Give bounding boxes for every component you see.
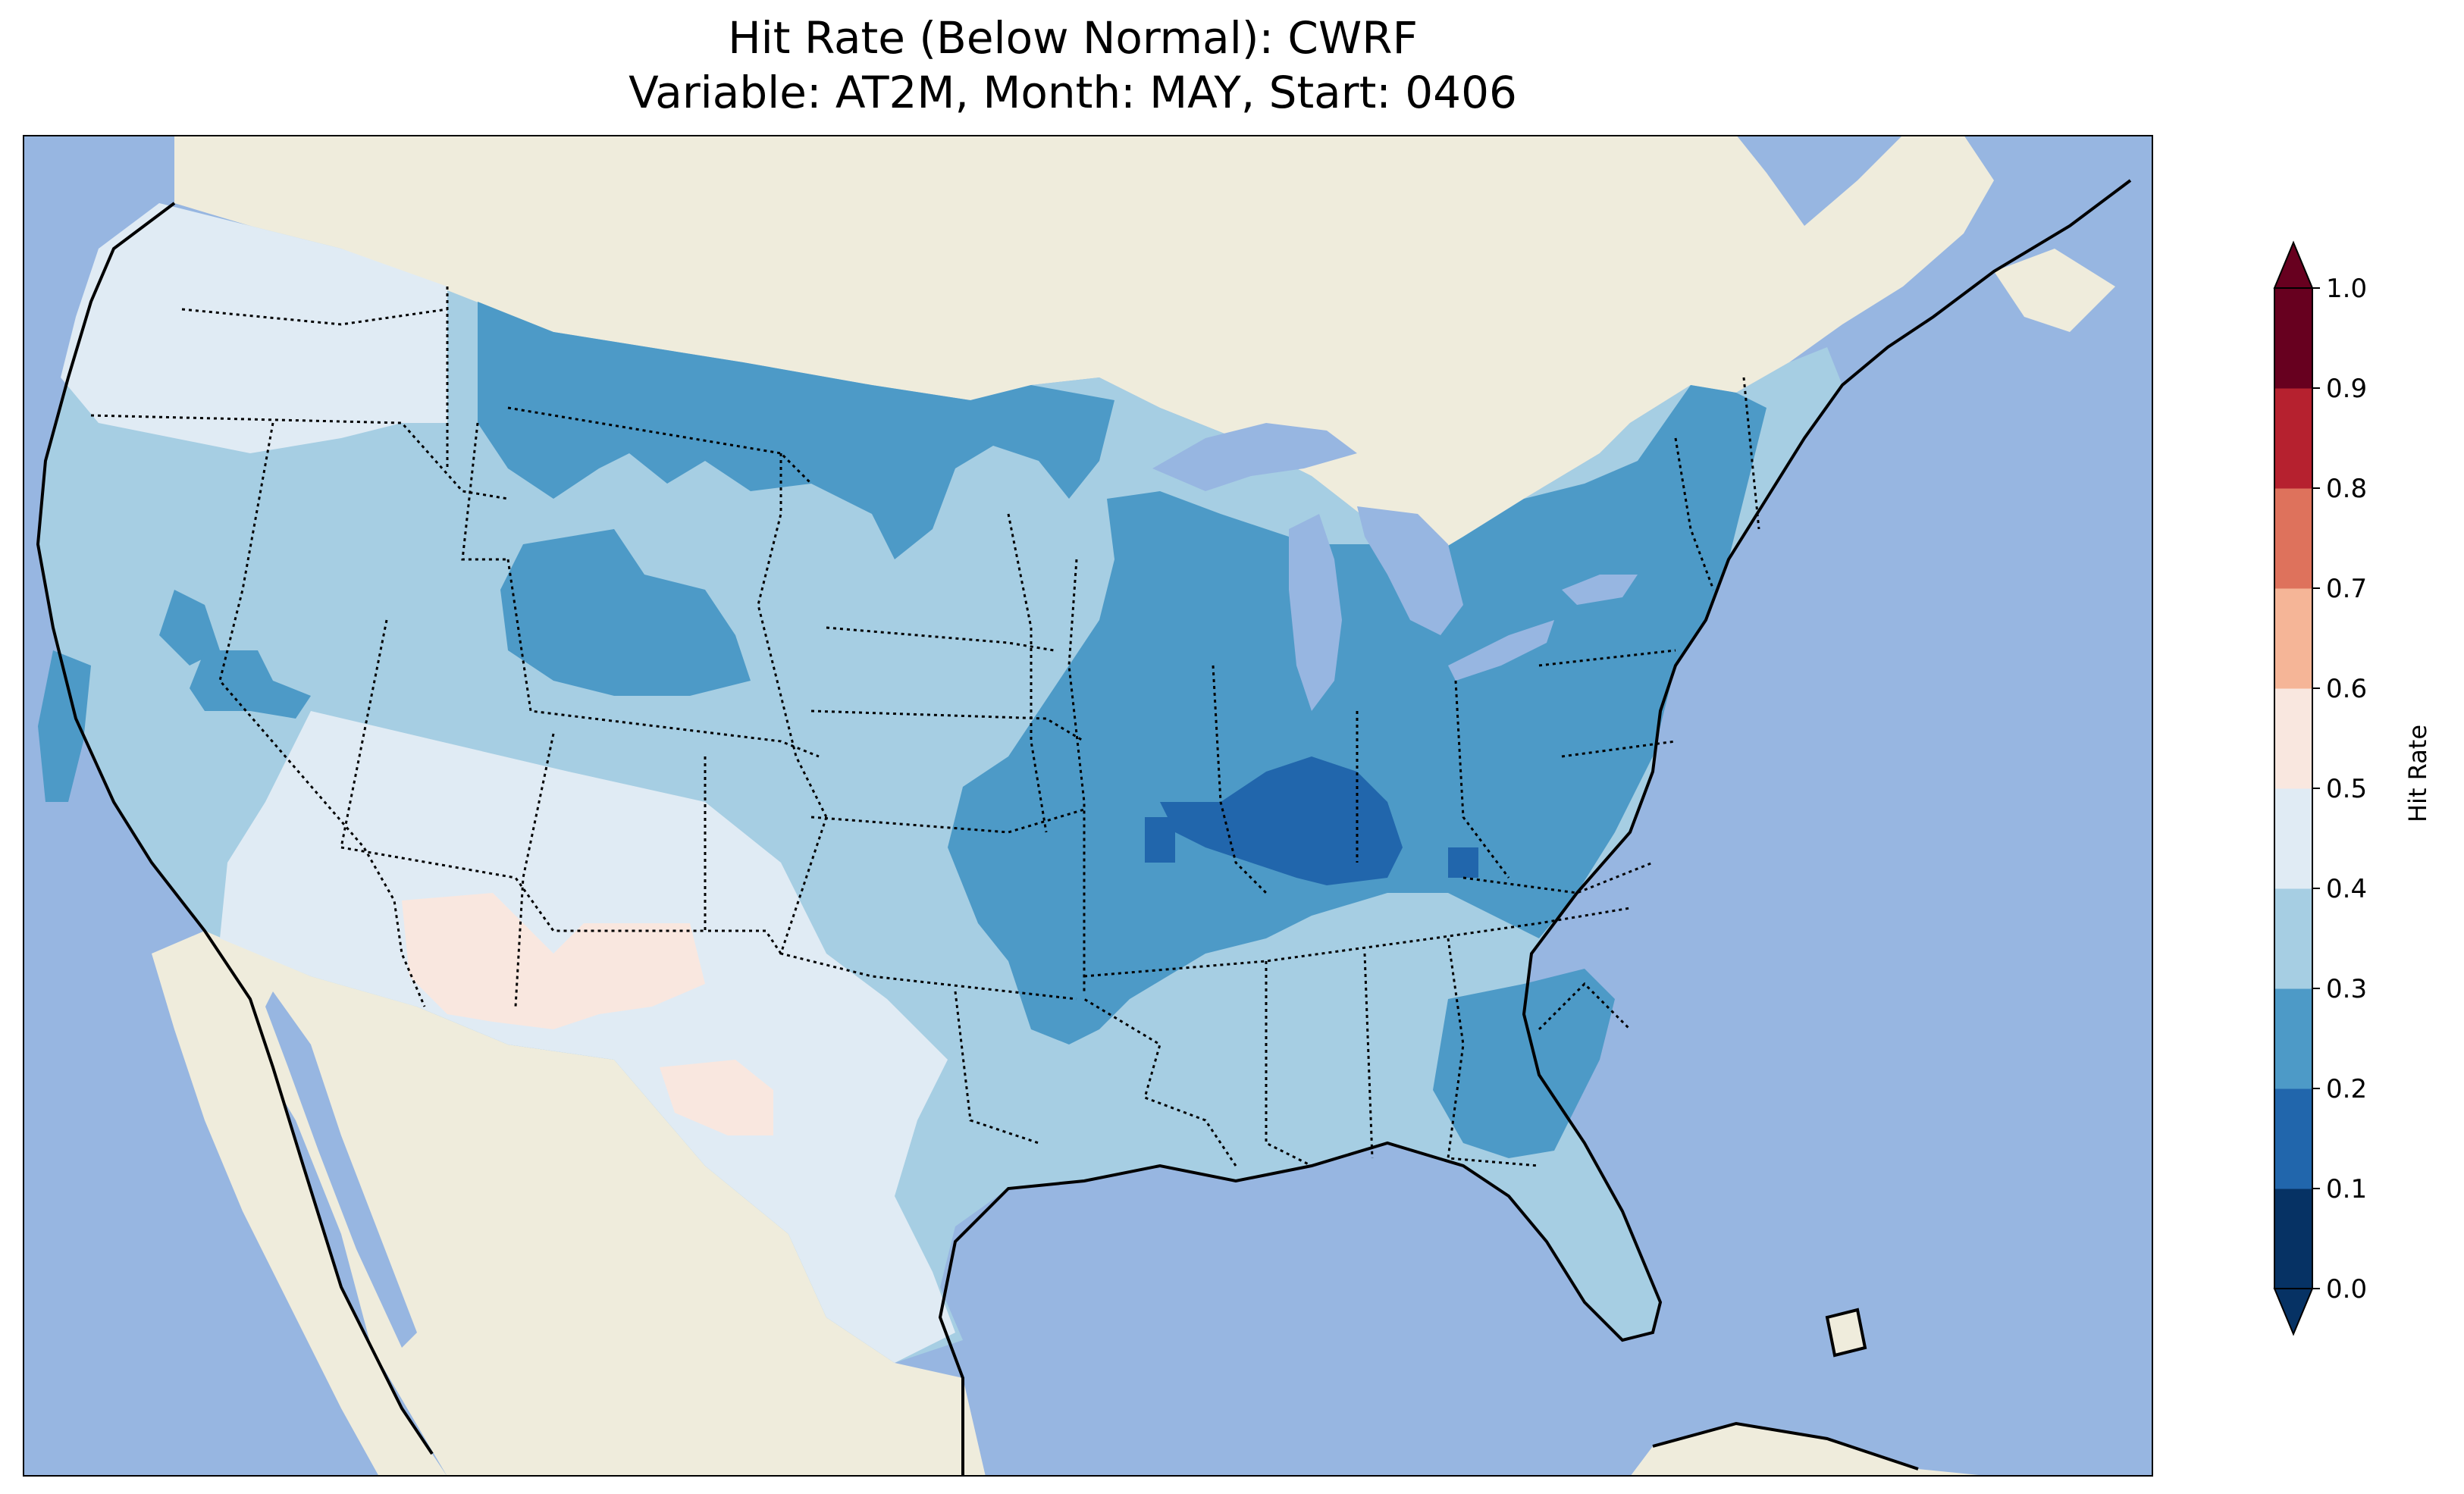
colorbar-tick-label: 0.9 xyxy=(2326,374,2367,404)
colorbar-tick-label: 0.7 xyxy=(2326,574,2367,604)
colorbar-bin xyxy=(2274,1189,2312,1289)
colorbar-bin xyxy=(2274,288,2312,389)
lake-erie xyxy=(1448,620,1554,681)
colorbar-bin xyxy=(2274,388,2312,489)
arizona-new-mexico-field xyxy=(402,893,705,1029)
colorbar-extend-min xyxy=(2273,1288,2314,1336)
colorbar-bin xyxy=(2274,1088,2312,1189)
map-frame xyxy=(23,135,2153,1477)
colorbar-bin xyxy=(2274,888,2312,989)
lake-ontario xyxy=(1562,575,1638,605)
missouri-field xyxy=(1145,817,1175,863)
midwest-northeast-field xyxy=(948,385,1766,1045)
california-coast-field xyxy=(38,650,91,802)
colorbar-extend-max xyxy=(2273,240,2314,289)
pacific-northwest-field xyxy=(61,203,447,453)
map-panel xyxy=(23,135,2153,1477)
bahamas-island xyxy=(1827,1310,1865,1355)
colorbar-axis-label: Hit Rate xyxy=(2403,724,2432,822)
lake-superior xyxy=(1152,423,1357,491)
colorbar-bin xyxy=(2274,488,2312,589)
colorbar-bin xyxy=(2274,788,2312,889)
state-boundaries xyxy=(90,287,1760,1167)
colorbar-bin xyxy=(2274,988,2312,1089)
lake-michigan xyxy=(1289,514,1342,711)
title-line-1: Hit Rate (Below Normal): CWRF xyxy=(728,12,1418,64)
northern-plains-field xyxy=(478,302,1114,559)
title-line-2: Variable: AT2M, Month: MAY, Start: 0406 xyxy=(629,67,1517,118)
ohio-valley-east-field xyxy=(1448,847,1478,878)
baja-land xyxy=(152,931,447,1477)
gulf-of-california xyxy=(265,991,417,1348)
idaho-nevada-field xyxy=(159,590,220,666)
coastlines xyxy=(36,179,2132,1477)
colorbar-tick-label: 0.6 xyxy=(2326,674,2367,704)
conus-base-field xyxy=(38,203,1842,1363)
colorbar-bin xyxy=(2274,588,2312,689)
colorbar-tick-label: 0.4 xyxy=(2326,874,2367,904)
georgia-carolinas-field xyxy=(1433,969,1615,1158)
montana-wyoming-field xyxy=(500,529,751,696)
colorbar-tick-label: 0.0 xyxy=(2326,1274,2367,1305)
colorbar-tick-label: 0.3 xyxy=(2326,974,2367,1004)
colorbar-tick-label: 0.2 xyxy=(2326,1074,2367,1104)
colorbar: 0.0 0.1 0.2 0.3 0.4 0.5 0.6 0.7 0.8 0.9 1.0 xyxy=(2273,240,2367,1336)
ohio-valley-field xyxy=(1160,756,1403,885)
colorbar-tick-label: 0.5 xyxy=(2326,774,2367,804)
maritime-land xyxy=(1994,249,2115,332)
texas-patch-field xyxy=(660,1060,773,1135)
colorbar-tick-label: 0.8 xyxy=(2326,474,2367,504)
canada-land xyxy=(174,135,1994,559)
colorbar-tick-label: 1.0 xyxy=(2326,274,2367,304)
colorbar-tick-label: 0.1 xyxy=(2326,1174,2367,1204)
lake-huron xyxy=(1357,506,1463,635)
colorbar-bin xyxy=(2274,688,2312,789)
cuba-land xyxy=(1630,1424,1994,1477)
figure-title: Hit Rate (Below Normal): CWRF Variable: … xyxy=(0,11,2146,120)
nevada-north-field xyxy=(190,650,311,719)
southwest-field xyxy=(220,711,955,1363)
